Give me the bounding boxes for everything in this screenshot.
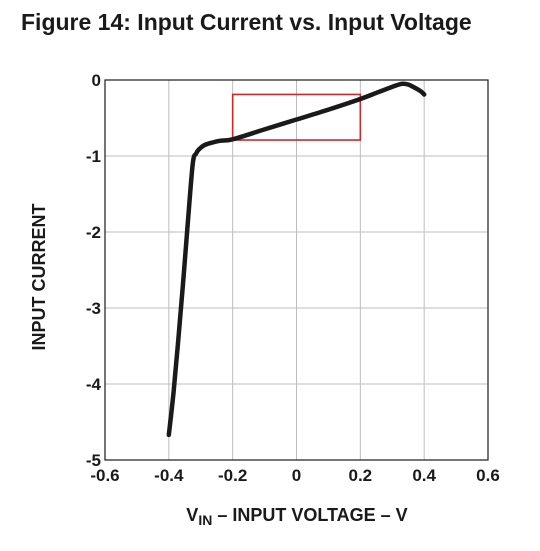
x-tick-label: -0.2 xyxy=(218,466,247,485)
x-tick-labels: -0.6 -0.4 -0.2 0 0.2 0.4 0.6 xyxy=(90,466,499,485)
highlight-box xyxy=(231,93,362,141)
y-axis-label: INPUT CURRENT xyxy=(29,203,49,350)
y-tick-label: -1 xyxy=(86,147,101,166)
data-series-line xyxy=(166,81,427,438)
plot-frame xyxy=(104,79,489,461)
y-tick-label: -4 xyxy=(86,375,102,394)
x-tick-label: 0.2 xyxy=(349,466,373,485)
y-tick-label: -2 xyxy=(86,223,101,242)
grid-lines xyxy=(104,79,489,461)
x-axis-label-prefix: V xyxy=(186,505,198,525)
x-axis-label: VIN – INPUT VOLTAGE – V xyxy=(186,505,407,528)
chart-title: Figure 14: Input Current vs. Input Volta… xyxy=(21,9,472,35)
x-tick-label: -0.4 xyxy=(154,466,184,485)
x-axis-label-rest: – INPUT VOLTAGE – V xyxy=(212,505,407,525)
y-tick-labels: 0 -1 -2 -3 -4 -5 xyxy=(86,71,102,470)
x-tick-label: 0 xyxy=(292,466,301,485)
y-tick-label: 0 xyxy=(92,71,101,90)
y-tick-label: -5 xyxy=(86,451,101,470)
y-tick-label: -3 xyxy=(86,299,101,318)
x-tick-label: 0.6 xyxy=(476,466,500,485)
x-tick-label: -0.6 xyxy=(90,466,119,485)
x-tick-label: 0.4 xyxy=(412,466,436,485)
x-axis-label-subscript: IN xyxy=(198,512,212,528)
